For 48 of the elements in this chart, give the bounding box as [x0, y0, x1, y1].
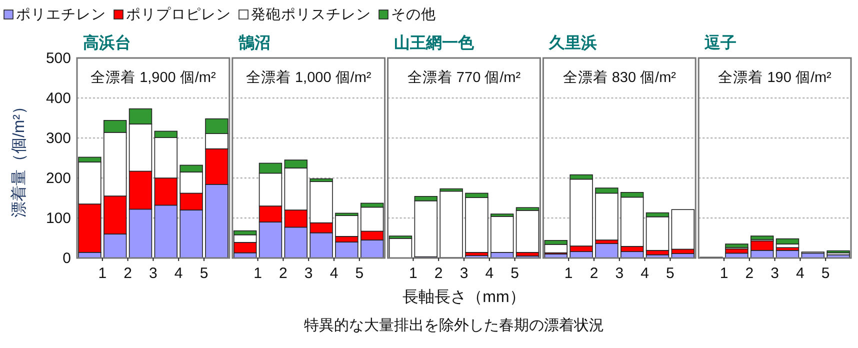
y-tick-label: 400 — [46, 90, 71, 107]
chart-title: 久里浜 — [548, 34, 598, 52]
x-tick-label: 2 — [434, 265, 443, 282]
x-tick-label: 3 — [304, 265, 313, 282]
x-tick-label: 4 — [330, 265, 338, 282]
y-tick-label: 0 — [62, 250, 71, 267]
annotation: 全漂着 770 個/m² — [407, 69, 521, 86]
annotation: 全漂着 830 個/m² — [562, 69, 676, 86]
annotation: 全漂着 190 個/m² — [718, 69, 832, 86]
x-tick-label: 1 — [720, 265, 728, 282]
x-tick-label: 5 — [355, 265, 364, 282]
x-tick-label: 4 — [640, 265, 649, 282]
chart-title: 逗子 — [704, 34, 737, 52]
x-tick-label: 2 — [745, 265, 754, 282]
chart-title: 山王網一色 — [394, 34, 475, 52]
x-tick-label: 3 — [770, 265, 779, 282]
text: 特異的な大量排出を除外した春期の漂着状況 — [304, 317, 604, 334]
x-axis-title: 長軸長さ（mm） — [402, 288, 526, 306]
x-tick-label: 2 — [279, 265, 288, 282]
x-tick-label: 4 — [485, 265, 494, 282]
x-tick-label: 1 — [254, 265, 262, 282]
x-tick-label: 2 — [590, 265, 598, 282]
chart-title: 鵠沼 — [237, 34, 270, 52]
y-tick-label: 200 — [46, 170, 71, 187]
annotation: 全漂着 1,000 個/m² — [246, 69, 372, 86]
x-tick-label: 5 — [200, 265, 208, 282]
y-axis-title: 漂着量（個/m²） — [10, 98, 28, 218]
legend-label: その他 — [391, 6, 436, 23]
legend-label: ポリプロピレン — [126, 6, 231, 23]
x-tick-label: 3 — [615, 265, 624, 282]
x-tick-label: 5 — [666, 265, 674, 282]
x-tick-label: 5 — [821, 265, 830, 282]
x-tick-label: 2 — [124, 265, 132, 282]
y-tick-label: 100 — [46, 210, 71, 227]
x-tick-label: 3 — [460, 265, 468, 282]
chart-title: 高浜台 — [83, 33, 131, 52]
annotation: 全漂着 1,900 個/m² — [90, 69, 216, 86]
x-tick-label: 3 — [149, 265, 158, 282]
x-tick-label: 4 — [796, 265, 804, 282]
x-tick-label: 4 — [174, 265, 183, 282]
y-tick-label: 500 — [46, 50, 71, 67]
y-tick-label: 300 — [46, 130, 71, 147]
x-tick-label: 1 — [98, 265, 107, 282]
x-tick-label: 1 — [564, 265, 573, 282]
legend-label: 発砲ポリスチレン — [251, 6, 371, 23]
x-tick-label: 1 — [409, 265, 418, 282]
legend-label: ポリエチレン — [16, 7, 106, 23]
x-tick-label: 5 — [510, 265, 519, 282]
